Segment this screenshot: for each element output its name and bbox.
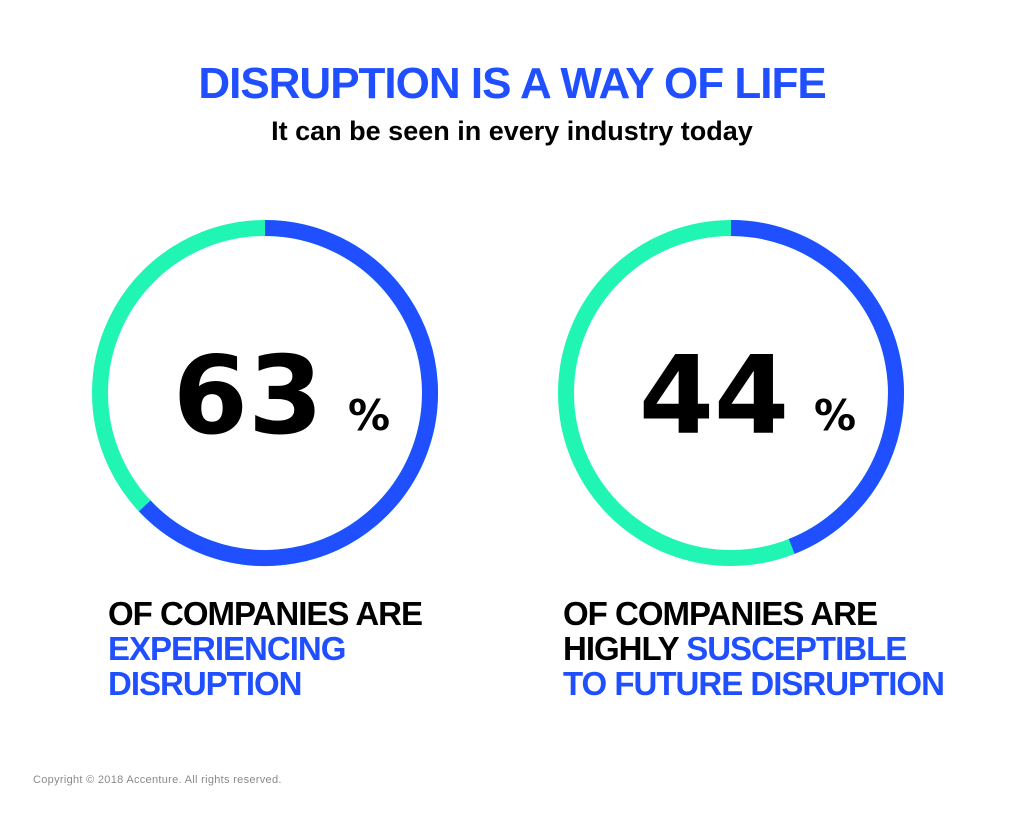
donut-chart-experiencing: 63 %	[92, 220, 438, 566]
caption-susceptible: OF COMPANIES ARE HIGHLY SUSCEPTIBLE TO FUT…	[563, 596, 945, 702]
caption-text: OF COMPANIES ARE	[563, 595, 878, 632]
caption-text: OF COMPANIES ARE	[108, 595, 423, 632]
caption-line: OF COMPANIES ARE	[563, 596, 944, 631]
big-number: 63	[173, 334, 323, 459]
caption-experiencing: OF COMPANIES ARE EXPERIENCING DISRUPTION	[108, 595, 423, 701]
percent-sign: %	[814, 391, 856, 440]
ring-value-arc	[730, 220, 904, 554]
caption-text: SUSCEPTIBLE	[686, 630, 907, 667]
caption-line: OF COMPANIES ARE	[108, 595, 423, 632]
percent-sign: %	[348, 391, 390, 440]
page-title: DISRUPTION IS A WAY OF LIFE	[198, 59, 826, 108]
caption-text: DISRUPTION	[108, 665, 303, 702]
caption-text: TO FUTURE DISRUPTION	[563, 665, 945, 702]
caption-line: EXPERIENCING	[108, 631, 422, 666]
copyright-notice: Copyright © 2018 Accenture. All rights r…	[33, 774, 282, 786]
caption-line: HIGHLY SUSCEPTIBLE	[563, 631, 944, 666]
caption-text: EXPERIENCING	[108, 630, 346, 667]
caption-line: TO FUTURE DISRUPTION	[563, 665, 945, 702]
ring-value-arc	[138, 220, 438, 566]
donut-chart-susceptible: 44 %	[558, 220, 904, 566]
big-number: 44	[639, 334, 789, 459]
page-subtitle: It can be seen in every industry today	[271, 116, 753, 146]
caption-text: HIGHLY	[563, 630, 687, 667]
caption-line: DISRUPTION	[108, 666, 422, 701]
